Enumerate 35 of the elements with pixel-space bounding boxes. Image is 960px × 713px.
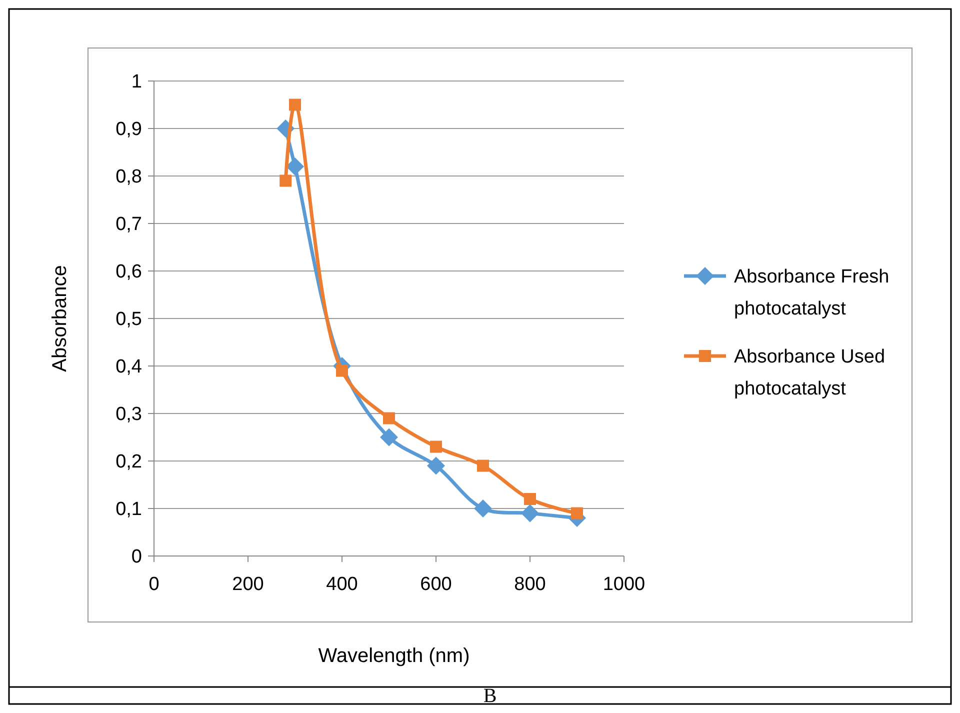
y-tick-label: 1 (131, 72, 142, 93)
x-tick-label: 1000 (602, 574, 646, 595)
y-tick-label: 0,9 (116, 119, 142, 140)
y-axis-title: Absorbance (49, 265, 71, 372)
point (430, 440, 442, 453)
x-tick-label: 200 (232, 574, 264, 595)
point (286, 158, 304, 176)
text: B (483, 685, 497, 707)
y-tick-label: 0,5 (116, 309, 142, 330)
point (289, 98, 301, 111)
x-tick-label: 600 (420, 574, 452, 595)
point (336, 364, 348, 377)
legend-label: Absorbance Used photocatalyst (734, 346, 886, 400)
point (524, 493, 536, 505)
y-tick-label: 0 (131, 546, 142, 568)
y-tick-label: 0,3 (116, 404, 142, 426)
y-tick-label: 0,1 (116, 499, 142, 520)
legend-label: Absorbance Fresh photocatalyst (734, 266, 890, 320)
point (427, 456, 445, 475)
y-tick-label: 0,8 (116, 166, 142, 188)
x-tick-label: 800 (514, 574, 546, 595)
point (474, 500, 492, 518)
y-tick-label: 0,6 (116, 262, 142, 283)
x-axis-title: Wavelength (nm) (318, 645, 470, 667)
x-tick-label: 400 (326, 574, 358, 595)
point (383, 412, 395, 424)
point (521, 504, 539, 522)
point (280, 174, 292, 187)
y-tick-label: 0,4 (116, 356, 142, 378)
y-tick-label: 0,2 (116, 452, 142, 473)
point (380, 428, 398, 446)
point (477, 460, 489, 472)
y-tick-label: 0,7 (116, 214, 142, 236)
x-tick-label: 0 (148, 574, 160, 595)
point (571, 507, 583, 520)
